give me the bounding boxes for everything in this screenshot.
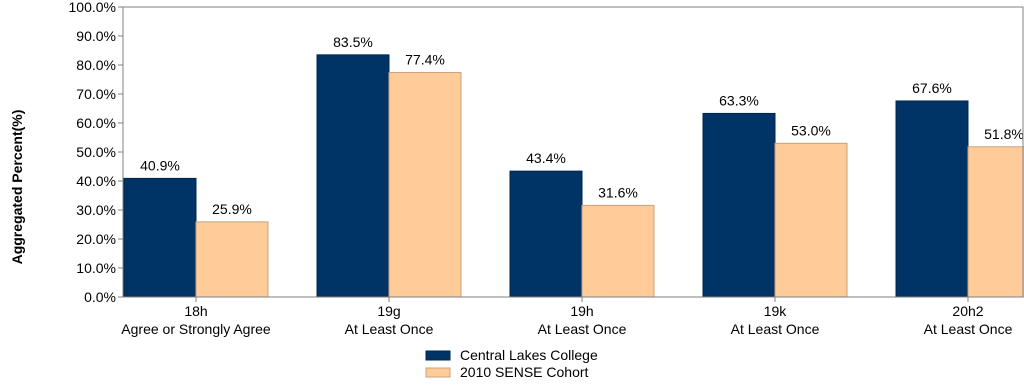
x-category-labels: 18h Agree or Strongly Agree 19g At Least On… [121,297,1013,337]
legend-swatch [425,367,451,378]
legend-label: Central Lakes College [460,347,598,363]
y-tick-label: 50.0% [76,144,116,160]
y-tick-label: 100.0% [69,0,116,15]
data-label: 51.8% [984,126,1024,142]
x-category-code: 19g [377,303,400,319]
bar-sense-cohort-19g [388,72,462,298]
y-tick-label: 90.0% [76,28,116,44]
x-category-code: 19h [570,303,593,319]
bar-central-lakes-19g [316,54,390,298]
bar-central-lakes-19h [509,170,583,298]
data-labels: 40.9% 25.9% 83.5% 77.4% 43.4% 31.6% 63.3% 53.0%… [140,34,1024,217]
bar-sense-cohort-19h [581,204,655,298]
bars [123,54,1024,298]
y-tick-label: 20.0% [76,231,116,247]
x-category-code: 18h [184,303,207,319]
data-label: 53.0% [791,122,831,138]
bar-sense-cohort-19k [774,142,848,298]
data-label: 31.6% [598,184,638,200]
y-tick-label: 0.0% [84,289,116,305]
y-tick-label: 80.0% [76,57,116,73]
y-axis-label: Aggregated Percent(%) [9,110,25,265]
x-category-label: At Least Once [924,321,1013,337]
bar-central-lakes-19k [702,112,776,298]
data-label: 83.5% [333,34,373,50]
bar-central-lakes-20h2 [895,100,969,298]
y-tick-label: 70.0% [76,86,116,102]
x-category-label: At Least Once [538,321,627,337]
legend-swatch [425,350,451,361]
y-tick-label: 10.0% [76,260,116,276]
bar-sense-cohort-18h [195,221,269,298]
x-category-code: 19k [764,303,788,319]
data-label: 43.4% [526,150,566,166]
y-tick-label: 30.0% [76,202,116,218]
legend-label: 2010 SENSE Cohort [460,364,589,380]
data-label: 40.9% [140,157,180,173]
x-category-code: 20h2 [952,303,983,319]
x-category-label: At Least Once [731,321,820,337]
plot-frame [122,6,1024,298]
bar-sense-cohort-20h2 [967,146,1024,298]
data-label: 25.9% [212,201,252,217]
x-category-label: At Least Once [345,321,434,337]
y-tick-labels: 0.0% 10.0% 20.0% 30.0% 40.0% 50.0% 60.0% 70.0% 8… [69,0,123,305]
x-category-label: Agree or Strongly Agree [121,321,271,337]
bar-central-lakes-18h [123,177,197,298]
data-label: 67.6% [912,80,952,96]
y-tick-label: 60.0% [76,115,116,131]
data-label: 63.3% [719,92,759,108]
y-tick-label: 40.0% [76,173,116,189]
data-label: 77.4% [405,52,445,68]
